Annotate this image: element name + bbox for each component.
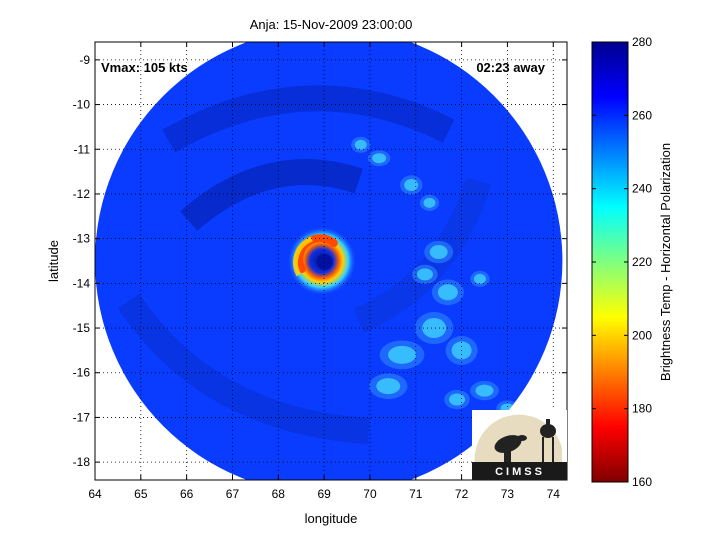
x-tick-label-2: 66 xyxy=(180,487,194,501)
plot-frame xyxy=(94,41,568,481)
cimss-logo: CIMSS xyxy=(472,410,567,480)
colorbar-gradient xyxy=(591,41,629,483)
convection-patch-6 xyxy=(475,384,494,397)
rain-band-3 xyxy=(353,177,492,333)
convection-patch-10 xyxy=(354,139,367,150)
rain-band-2 xyxy=(180,159,363,231)
x-tick-label-6: 70 xyxy=(363,487,377,501)
logo-band xyxy=(472,462,567,480)
y-tick-label-2: -11 xyxy=(74,142,91,156)
colorbar-tick-label-1: 180 xyxy=(632,402,652,416)
x-tick-label-10: 74 xyxy=(547,487,561,501)
rain-band-1 xyxy=(117,293,370,444)
colorbar-ticks: 160 180 200 220 240 260 280 xyxy=(592,35,652,489)
colorbar-tick-label-0: 160 xyxy=(632,475,652,489)
convection-patch-1 xyxy=(423,197,436,208)
logo-text: CIMSS xyxy=(495,466,545,478)
x-tick-label-4: 68 xyxy=(272,487,286,501)
colorbar-tick-label-5: 260 xyxy=(632,108,652,122)
x-tick-label-9: 73 xyxy=(501,487,515,501)
y-tick-label-6: -15 xyxy=(73,321,91,335)
y-tick-label-4: -13 xyxy=(73,232,91,246)
convection-patch-0 xyxy=(429,245,448,260)
logo-water-tower-icon xyxy=(540,419,556,462)
y-tick-label-8: -17 xyxy=(73,410,91,424)
convection-patch-5 xyxy=(388,345,417,364)
colorbar-tick-label-6: 280 xyxy=(632,35,652,49)
y-tick-label-0: -9 xyxy=(79,53,90,67)
y-tick-label-3: -12 xyxy=(73,187,91,201)
y-tick-label-9: -18 xyxy=(73,455,91,469)
x-tick-label-7: 71 xyxy=(409,487,423,501)
eyewall-outer-arc xyxy=(292,236,313,277)
y-tick-label-1: -10 xyxy=(73,98,91,112)
colorbar-tick-label-3: 220 xyxy=(632,255,652,269)
convection-patch-3 xyxy=(422,318,447,339)
y-tick-label-5: -14 xyxy=(73,276,91,290)
colorbar: 160 180 200 220 240 260 280 Brightness Temp - … xyxy=(591,35,673,489)
colorbar-label: Brightness Temp - Horizontal Polarizatio… xyxy=(658,143,673,381)
convection-patch-12 xyxy=(376,378,401,395)
x-tick-label-1: 65 xyxy=(134,487,148,501)
convection-patch-13 xyxy=(449,393,466,406)
convection-patch-2 xyxy=(437,284,458,301)
vmax-annotation: Vmax: 105 kts xyxy=(101,60,188,75)
x-ticks: 64 65 66 67 68 69 70 71 72 73 74 xyxy=(88,42,560,501)
storm-eye xyxy=(316,254,333,270)
colorbar-tick-label-2: 200 xyxy=(632,328,652,342)
x-axis-label: longitude xyxy=(305,511,358,526)
colorbar-tick-label-4: 240 xyxy=(632,182,652,196)
logo-dish-icon xyxy=(494,435,527,462)
x-tick-label-8: 72 xyxy=(455,487,469,501)
x-tick-label-5: 69 xyxy=(317,487,331,501)
grid-lines xyxy=(95,42,567,480)
y-axis-label: latitude xyxy=(46,240,61,282)
convection-patch-9 xyxy=(372,153,387,164)
convection-patch-14 xyxy=(473,273,486,284)
chart-title: Anja: 15-Nov-2009 23:00:00 xyxy=(250,17,413,32)
x-tick-label-3: 67 xyxy=(226,487,240,501)
rain-band-0 xyxy=(162,85,455,153)
convection-patch-11 xyxy=(416,268,433,281)
convection-patch-8 xyxy=(404,179,419,192)
time-away-annotation: 02:23 away xyxy=(476,60,545,75)
x-tick-label-0: 64 xyxy=(88,487,102,501)
y-tick-label-7: -16 xyxy=(73,366,91,380)
y-ticks: -9 -10 -11 -12 -13 -14 -15 -16 -17 -18 xyxy=(73,53,567,469)
